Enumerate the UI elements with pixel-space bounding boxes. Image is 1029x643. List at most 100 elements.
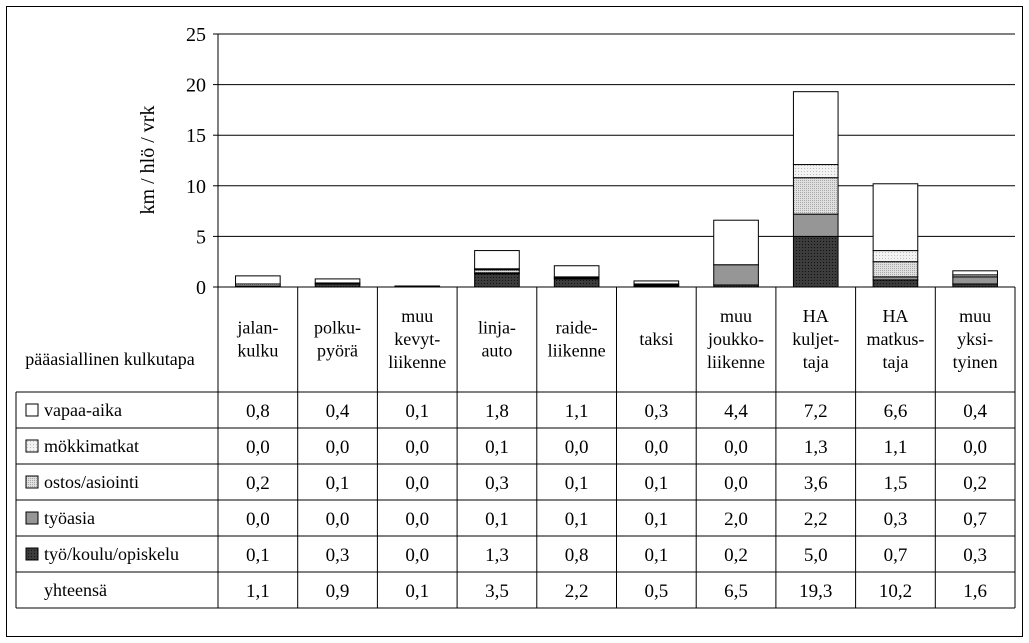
table-cell-value: 0,1 <box>565 473 589 494</box>
table-cell-value: 0,0 <box>724 437 748 458</box>
table-cell-value: 0,0 <box>246 437 270 458</box>
table-cell-value: 19,3 <box>799 581 832 602</box>
category-label: taja <box>882 352 908 372</box>
table-cell-value: 0,1 <box>485 437 509 458</box>
table-cell-value: 0,7 <box>963 509 987 530</box>
y-tick-label: 5 <box>196 226 206 248</box>
y-axis-label: km / hlö / vrk <box>137 106 159 215</box>
category-label: polku- <box>314 318 361 338</box>
category-label: yksi- <box>957 329 993 349</box>
y-tick-label: 10 <box>186 176 206 198</box>
bar-segment <box>872 261 919 278</box>
table-cell-value: 1,1 <box>884 437 908 458</box>
category-label: pyörä <box>317 341 358 361</box>
legend-swatch <box>25 475 39 489</box>
table-cell-value: 0,2 <box>724 545 748 566</box>
table-cell-value: 0,0 <box>326 437 350 458</box>
table-cell-value: 0,1 <box>485 509 509 530</box>
table-cell-value: 0,1 <box>565 509 589 530</box>
category-label: muu <box>720 306 752 326</box>
table-cell-value: 5,0 <box>804 545 828 566</box>
category-label: jalan- <box>236 318 278 338</box>
table-cell-value: 0,1 <box>405 401 429 422</box>
chart-frame <box>6 6 1023 637</box>
data-table: pääasiallinen kulkutapa jalan-kulku polku-… <box>15 287 1016 609</box>
bar-segment <box>952 270 998 276</box>
category-label: HA <box>882 306 908 326</box>
category-label: tyinen <box>953 352 998 372</box>
bar-segment <box>872 183 919 252</box>
category-label: taksi <box>639 329 673 349</box>
table-cell-value: 1,1 <box>565 401 589 422</box>
category-label: matkus- <box>866 329 924 349</box>
bars <box>235 91 998 288</box>
legend-label: mökkimatkat <box>44 436 139 456</box>
table-cell-value: 0,0 <box>963 437 987 458</box>
table-cell-value: 0,0 <box>405 509 429 530</box>
table-cell-value: 0,0 <box>405 473 429 494</box>
category-label: liikenne <box>388 352 446 372</box>
legend-label: työasia <box>44 508 95 528</box>
table-cell-value: 1,5 <box>884 473 908 494</box>
table-cell-value: 0,1 <box>405 581 429 602</box>
legend-swatch <box>25 547 39 561</box>
category-label: kevyt- <box>394 329 440 349</box>
table-cell-value: 0,0 <box>326 509 350 530</box>
category-label: raide- <box>556 318 598 338</box>
table-cell-value: 1,3 <box>804 437 828 458</box>
legend-label: työ/koulu/opiskelu <box>44 544 179 564</box>
table-cell-value: 4,4 <box>724 401 748 422</box>
bar-segment <box>474 273 520 288</box>
table-cell-value: 0,3 <box>884 509 908 530</box>
table-cell-value: 0,1 <box>644 509 668 530</box>
legend-label: vapaa-aika <box>44 400 122 420</box>
table-cell-value: 0,0 <box>405 545 429 566</box>
category-label: kulku <box>237 341 278 361</box>
legend-label: ostos/asiointi <box>44 472 139 492</box>
legend-swatch <box>25 511 39 525</box>
table-cell-value: 6,5 <box>724 581 748 602</box>
table-cell-value: 1,8 <box>485 401 509 422</box>
y-tick-label: 20 <box>186 75 206 97</box>
table-cell-value: 1,6 <box>963 581 987 602</box>
legend-swatch <box>25 403 39 417</box>
table-cell-value: 0,0 <box>405 437 429 458</box>
table-corner-label: pääasiallinen kulkutapa <box>25 349 194 369</box>
bar-segment <box>553 278 600 288</box>
table-cell-value: 2,0 <box>724 509 748 530</box>
table-cell-value: 0,4 <box>963 401 987 422</box>
table-cell-value: 0,8 <box>246 401 270 422</box>
table-cell-value: 7,2 <box>804 401 828 422</box>
bar-segment <box>792 235 839 288</box>
table-cell-value: 0,2 <box>246 473 270 494</box>
bar-segment <box>633 280 680 285</box>
total-label: yhteensä <box>44 580 107 600</box>
table-cell-value: 0,1 <box>246 545 270 566</box>
category-label: muu <box>401 306 433 326</box>
bar-segment <box>314 278 361 284</box>
table-cell-value: 0,9 <box>326 581 350 602</box>
bar-segment <box>872 279 919 288</box>
table-cell-value: 0,1 <box>644 473 668 494</box>
table-cell-value: 0,3 <box>326 545 350 566</box>
bar-segment <box>713 264 759 286</box>
y-tick-label: 25 <box>186 24 206 46</box>
table-cell-value: 2,2 <box>565 581 589 602</box>
table-cell-value: 0,3 <box>485 473 509 494</box>
table-cell-value: 6,6 <box>884 401 908 422</box>
table-cell-value: 2,2 <box>804 509 828 530</box>
table-cell-value: 0,4 <box>326 401 350 422</box>
category-label: kuljet- <box>792 329 839 349</box>
table-cell-value: 0,2 <box>963 473 987 494</box>
bar-segment <box>792 91 839 166</box>
table-cell-value: 1,3 <box>485 545 509 566</box>
category-label: HA <box>803 306 829 326</box>
table-cell-value: 10,2 <box>879 581 912 602</box>
table-cell-value: 0,1 <box>326 473 350 494</box>
category-label: taja <box>803 352 829 372</box>
category-label: linja- <box>478 318 516 338</box>
legend-swatch <box>25 439 39 453</box>
table-cell-value: 0,5 <box>644 581 668 602</box>
category-label: joukko- <box>707 329 764 349</box>
table-cell-value: 0,0 <box>644 437 668 458</box>
